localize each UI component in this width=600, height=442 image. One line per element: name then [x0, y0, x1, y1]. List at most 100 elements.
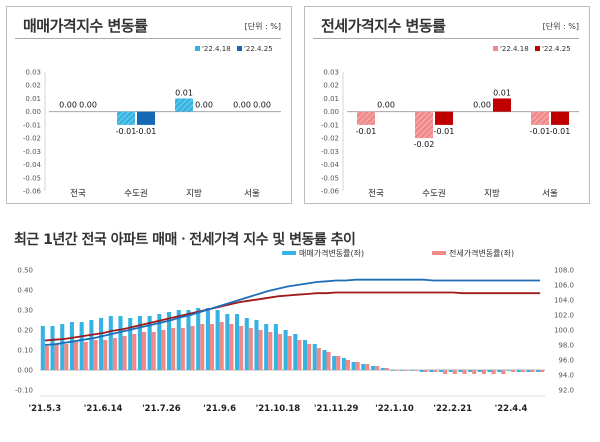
jeonse-rate-panel: 전세가격지수 변동률 [단위 : %] 0.03 0.02 0.01 0.00 -0.0… — [304, 6, 590, 204]
y-tick-label: -0.06 — [321, 188, 340, 196]
trend-bar — [433, 370, 438, 372]
trend-bar — [141, 332, 147, 370]
legend-label: '22.4.25 — [244, 45, 273, 53]
data-label: -0.01 — [136, 127, 157, 136]
legend-label: '22.4.18 — [202, 45, 231, 53]
right-tick-label: 92.0 — [558, 387, 574, 395]
left-tick-label: 0.30 — [17, 307, 33, 315]
trend-bar — [312, 344, 317, 370]
legend-swatch — [493, 46, 498, 51]
bar — [493, 98, 511, 112]
data-label: 0.00 — [253, 101, 271, 110]
trend-bar — [196, 308, 201, 370]
category-label: 서울 — [244, 189, 260, 199]
trend-bar — [413, 370, 418, 371]
data-label: -0.01 — [434, 127, 455, 136]
trend-bar — [297, 340, 302, 370]
left-tick-label: -0.10 — [15, 387, 33, 395]
bar — [551, 111, 569, 125]
trend-bar — [103, 340, 108, 370]
trend-bar — [258, 330, 263, 370]
trend-bar — [151, 332, 156, 370]
sale-index-line — [44, 278, 541, 346]
trend-bar — [273, 324, 278, 370]
legend-swatch — [195, 46, 200, 51]
y-tick-label: 0.02 — [323, 82, 339, 90]
trend-bar — [99, 318, 104, 370]
trend-bar — [137, 316, 142, 370]
trend-bar — [132, 334, 137, 370]
trend-bar — [536, 370, 541, 372]
trend-bar — [341, 358, 346, 370]
trend-bar — [540, 370, 545, 372]
category-label: 전국 — [368, 188, 384, 199]
data-label: 0.00 — [79, 101, 97, 110]
data-label: -0.01 — [550, 127, 571, 136]
x-tick-label: '21.5.3 — [28, 404, 61, 414]
category-label: 지방 — [484, 188, 500, 199]
trend-bar — [345, 360, 350, 370]
y-tick-label: 0.00 — [25, 108, 41, 116]
trend-bar — [526, 370, 531, 372]
jeonse-index-line — [44, 291, 541, 342]
data-label: 0.00 — [233, 101, 251, 110]
trend-bar — [497, 370, 502, 372]
trend-bar — [69, 322, 74, 370]
trend-bar — [487, 370, 492, 372]
trend-bar — [491, 370, 496, 374]
right-tick-label: 100.0 — [554, 327, 574, 335]
x-tick-label: '22.2.21 — [433, 404, 472, 414]
trend-bar — [244, 318, 249, 370]
bar — [117, 111, 135, 125]
trend-bar — [477, 370, 482, 372]
trend-bar — [200, 324, 205, 370]
bar — [415, 111, 433, 139]
y-tick-label: -0.04 — [321, 161, 340, 169]
trend-bar — [501, 370, 506, 374]
trend-bar — [180, 328, 185, 370]
trend-bar — [365, 364, 370, 370]
trend-bar — [307, 344, 312, 370]
trend-bar — [128, 318, 133, 370]
right-tick-label: 102.0 — [554, 312, 574, 320]
y-tick-label: -0.01 — [23, 121, 41, 129]
trend-bar — [326, 352, 331, 370]
trend-bar — [287, 336, 292, 370]
bar — [531, 111, 549, 125]
trend-bar — [190, 326, 195, 370]
trend-bar — [64, 344, 69, 370]
trend-bar — [293, 334, 298, 370]
data-label: -0.01 — [356, 127, 377, 136]
trend-bar — [205, 308, 210, 370]
trend-bar — [511, 370, 516, 372]
category-label: 수도권 — [422, 188, 445, 199]
trend-bar — [229, 324, 234, 370]
trend-bar — [264, 324, 269, 370]
trend-bar — [50, 326, 55, 370]
x-tick-label: '21.10.18 — [256, 404, 301, 414]
x-tick-label: '21.11.29 — [314, 404, 359, 414]
jeonse-rate-chart: 0.030.020.010.00-0.01-0.02-0.03-0.04-0.0… — [321, 45, 579, 199]
trend-bar — [468, 370, 473, 372]
trend-bar — [336, 356, 341, 370]
trend-bar — [472, 370, 477, 374]
category-label: 전국 — [70, 188, 86, 199]
left-tick-label: 0.40 — [17, 287, 33, 295]
data-label: 0.00 — [377, 101, 395, 110]
trend-bar — [277, 334, 283, 370]
trend-bar — [283, 330, 288, 370]
x-tick-label: '21.9.6 — [203, 404, 236, 414]
unit-label: [단위 : %] — [542, 22, 579, 31]
trend-bar — [443, 370, 448, 374]
trend-bar — [93, 340, 98, 370]
trend-bar — [404, 370, 409, 371]
legend-label: '22.4.18 — [500, 45, 529, 53]
unit-label: [단위 : %] — [244, 22, 281, 31]
trend-bar — [225, 314, 230, 370]
trend-bar — [394, 370, 399, 371]
right-tick-label: 108.0 — [554, 267, 574, 275]
trend-bar — [254, 320, 259, 370]
data-label: 0.00 — [195, 101, 213, 110]
right-tick-label: 94.0 — [558, 372, 574, 380]
y-tick-label: -0.02 — [321, 135, 339, 143]
